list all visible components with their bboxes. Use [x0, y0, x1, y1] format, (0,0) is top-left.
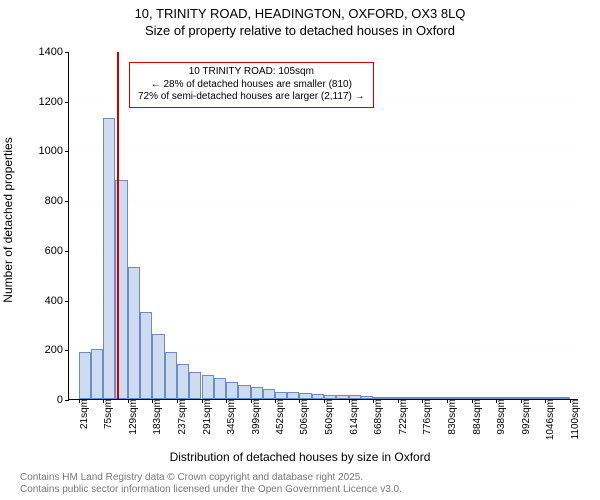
marker-vline [117, 52, 119, 399]
y-tick: 1000 [39, 145, 69, 157]
x-tick-label: 938sqm [492, 399, 507, 435]
histogram-bar [91, 349, 103, 399]
histogram-bar [140, 312, 152, 399]
histogram-bar [79, 352, 91, 399]
y-tick: 1400 [39, 46, 69, 58]
title-line-1: 10, TRINITY ROAD, HEADINGTON, OXFORD, OX… [0, 6, 600, 23]
x-tick-label: 992sqm [517, 399, 532, 435]
gridline-h [69, 301, 578, 302]
histogram-bar [226, 382, 238, 399]
histogram-bar [251, 387, 263, 399]
y-tick: 800 [45, 195, 69, 207]
x-tick-label: 884sqm [468, 399, 483, 435]
histogram-bar [202, 375, 214, 399]
histogram-bar [103, 118, 115, 399]
x-tick-label: 560sqm [320, 399, 335, 435]
footer: Contains HM Land Registry data © Crown c… [20, 472, 402, 496]
histogram-bar [214, 378, 226, 399]
x-tick-label: 21sqm [75, 399, 90, 429]
x-tick-label: 183sqm [148, 399, 163, 435]
x-tick-label: 1100sqm [566, 399, 581, 439]
histogram-bar [189, 372, 201, 399]
x-tick-label: 830sqm [443, 399, 458, 435]
footer-line-1: Contains HM Land Registry data © Crown c… [20, 472, 402, 484]
annotation-line-2: ← 28% of detached houses are smaller (81… [138, 79, 365, 92]
x-tick-label: 1046sqm [541, 399, 556, 440]
histogram-bar [287, 392, 299, 399]
y-tick: 600 [45, 245, 69, 257]
x-tick-label: 399sqm [247, 399, 262, 435]
annotation-line-3: 72% of semi-detached houses are larger (… [138, 91, 365, 104]
x-tick-label: 722sqm [394, 399, 409, 435]
histogram-bar [165, 352, 177, 399]
x-tick-label: 506sqm [295, 399, 310, 435]
histogram-bar [128, 267, 140, 399]
x-tick-label: 452sqm [271, 399, 286, 435]
gridline-h [69, 151, 578, 152]
plot-wrap: 020040060080010001200140021sqm75sqm129sq… [68, 52, 578, 400]
x-tick-label: 237sqm [173, 399, 188, 435]
y-tick: 400 [45, 295, 69, 307]
y-axis-label: Number of detached properties [1, 137, 15, 302]
x-tick-label: 345sqm [222, 399, 237, 435]
footer-line-2: Contains public sector information licen… [20, 484, 402, 496]
annotation-box: 10 TRINITY ROAD: 105sqm ← 28% of detache… [129, 62, 374, 108]
x-tick-label: 614sqm [345, 399, 360, 435]
x-tick-label: 291sqm [198, 399, 213, 435]
x-tick-label: 668sqm [369, 399, 384, 435]
x-tick-label: 129sqm [124, 399, 139, 435]
title-line-2: Size of property relative to detached ho… [0, 23, 600, 40]
histogram-bar [275, 392, 287, 399]
histogram-bar [152, 334, 164, 399]
y-tick: 200 [45, 344, 69, 356]
x-axis-label: Distribution of detached houses by size … [0, 450, 600, 464]
gridline-h [69, 52, 578, 53]
x-tick-label: 776sqm [418, 399, 433, 435]
x-tick-label: 75sqm [99, 399, 114, 429]
annotation-line-1: 10 TRINITY ROAD: 105sqm [138, 66, 365, 79]
histogram-bar [238, 385, 250, 399]
chart-title: 10, TRINITY ROAD, HEADINGTON, OXFORD, OX… [0, 0, 600, 40]
y-tick: 1200 [39, 96, 69, 108]
plot-area: 020040060080010001200140021sqm75sqm129sq… [68, 52, 578, 400]
chart-container: 10, TRINITY ROAD, HEADINGTON, OXFORD, OX… [0, 0, 600, 500]
y-tick: 0 [57, 394, 69, 406]
gridline-h [69, 201, 578, 202]
gridline-h [69, 251, 578, 252]
histogram-bar [177, 364, 189, 399]
histogram-bar [263, 389, 275, 399]
